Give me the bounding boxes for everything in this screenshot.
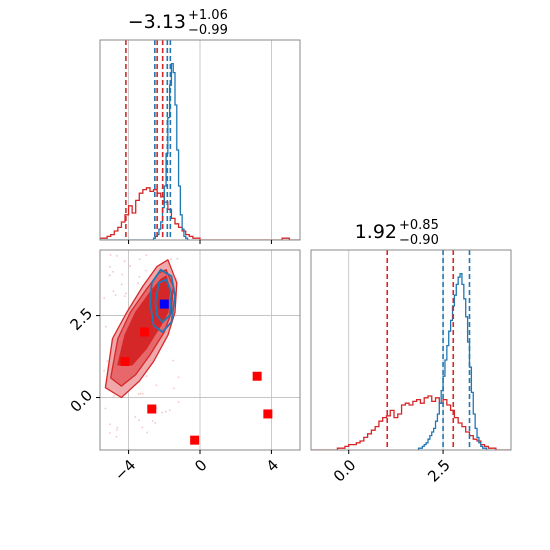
red-marker (252, 371, 262, 381)
sample-dot (170, 258, 172, 260)
title-value: −3.13 (128, 11, 186, 33)
x-tick-label: 2.5 (424, 456, 454, 486)
sample-dot (108, 274, 111, 277)
red-marker (263, 409, 273, 419)
blue-contour (154, 278, 173, 323)
hist-y-series-blue (417, 272, 488, 450)
sample-dot (176, 257, 179, 260)
sample-dot (114, 294, 117, 296)
sample-dot (161, 411, 163, 414)
sample-dot (138, 258, 141, 261)
blue-marker (159, 299, 169, 309)
sample-dot (154, 421, 157, 424)
sample-dot (138, 419, 140, 422)
x-tick-label: 4 (263, 456, 282, 475)
sample-dot (121, 273, 124, 276)
sample-dot (106, 360, 109, 363)
sample-dot (168, 409, 171, 412)
sample-dot (104, 325, 107, 328)
sample-dot (108, 265, 111, 268)
sample-dot (172, 359, 175, 362)
sample-dot (164, 410, 167, 413)
sample-dot (177, 376, 180, 379)
sample-dot (116, 426, 119, 429)
sample-dot (134, 415, 137, 418)
sample-dot (177, 401, 180, 404)
sample-dot (103, 369, 106, 372)
title-lower-error: −0.90 (399, 233, 439, 248)
sample-dot (137, 393, 140, 396)
panel-title: −3.13 +1.06−0.99 (128, 8, 228, 38)
sample-dot (115, 429, 118, 431)
x-tick-label: 0 (191, 456, 210, 475)
hist-x-series-red (100, 187, 300, 240)
sample-dot (141, 392, 144, 395)
sample-dot (146, 431, 149, 434)
red-marker (120, 356, 130, 366)
sample-dot (120, 283, 123, 286)
sample-dot (123, 260, 126, 263)
histogram-y-frame (310, 249, 512, 451)
sample-dot (139, 392, 142, 395)
red-marker (147, 404, 157, 414)
sample-dot (151, 420, 154, 422)
sample-dot (109, 432, 111, 434)
x-tick-label: −4 (111, 456, 139, 484)
sample-dot (145, 269, 147, 272)
panel-title: 1.92 +0.85−0.90 (355, 218, 439, 248)
sample-dot (137, 282, 139, 284)
sample-dot (112, 290, 115, 293)
sample-dot (112, 270, 114, 273)
red-marker (140, 327, 150, 337)
sample-dot (116, 255, 118, 257)
blue-contour (149, 268, 176, 333)
sample-dot (115, 435, 118, 438)
sample-dot (109, 423, 111, 426)
sample-dot (141, 426, 144, 429)
sample-dot (173, 387, 175, 390)
sample-dot (145, 254, 148, 257)
sample-dot (104, 407, 107, 410)
sample-dot (138, 275, 141, 278)
sample-dot (129, 265, 132, 267)
title-upper-error: +1.06 (188, 8, 228, 23)
y-tick-label: 2.5 (67, 304, 97, 334)
x-tick-label: 0.0 (330, 456, 360, 486)
hist-y-series-red (311, 395, 511, 450)
hist-x-series-blue (100, 62, 190, 240)
sample-dot (145, 375, 148, 378)
y-tick-label: 0.0 (67, 386, 97, 416)
sample-dot (125, 292, 127, 295)
title-lower-error: −0.99 (188, 23, 228, 38)
red-marker (190, 435, 200, 445)
sample-dot (103, 297, 106, 299)
sample-dot (155, 384, 158, 387)
sample-dot (113, 394, 116, 397)
title-value: 1.92 (355, 221, 397, 243)
sample-dot (109, 254, 112, 256)
sample-dot (123, 295, 126, 298)
title-upper-error: +0.85 (399, 218, 439, 233)
